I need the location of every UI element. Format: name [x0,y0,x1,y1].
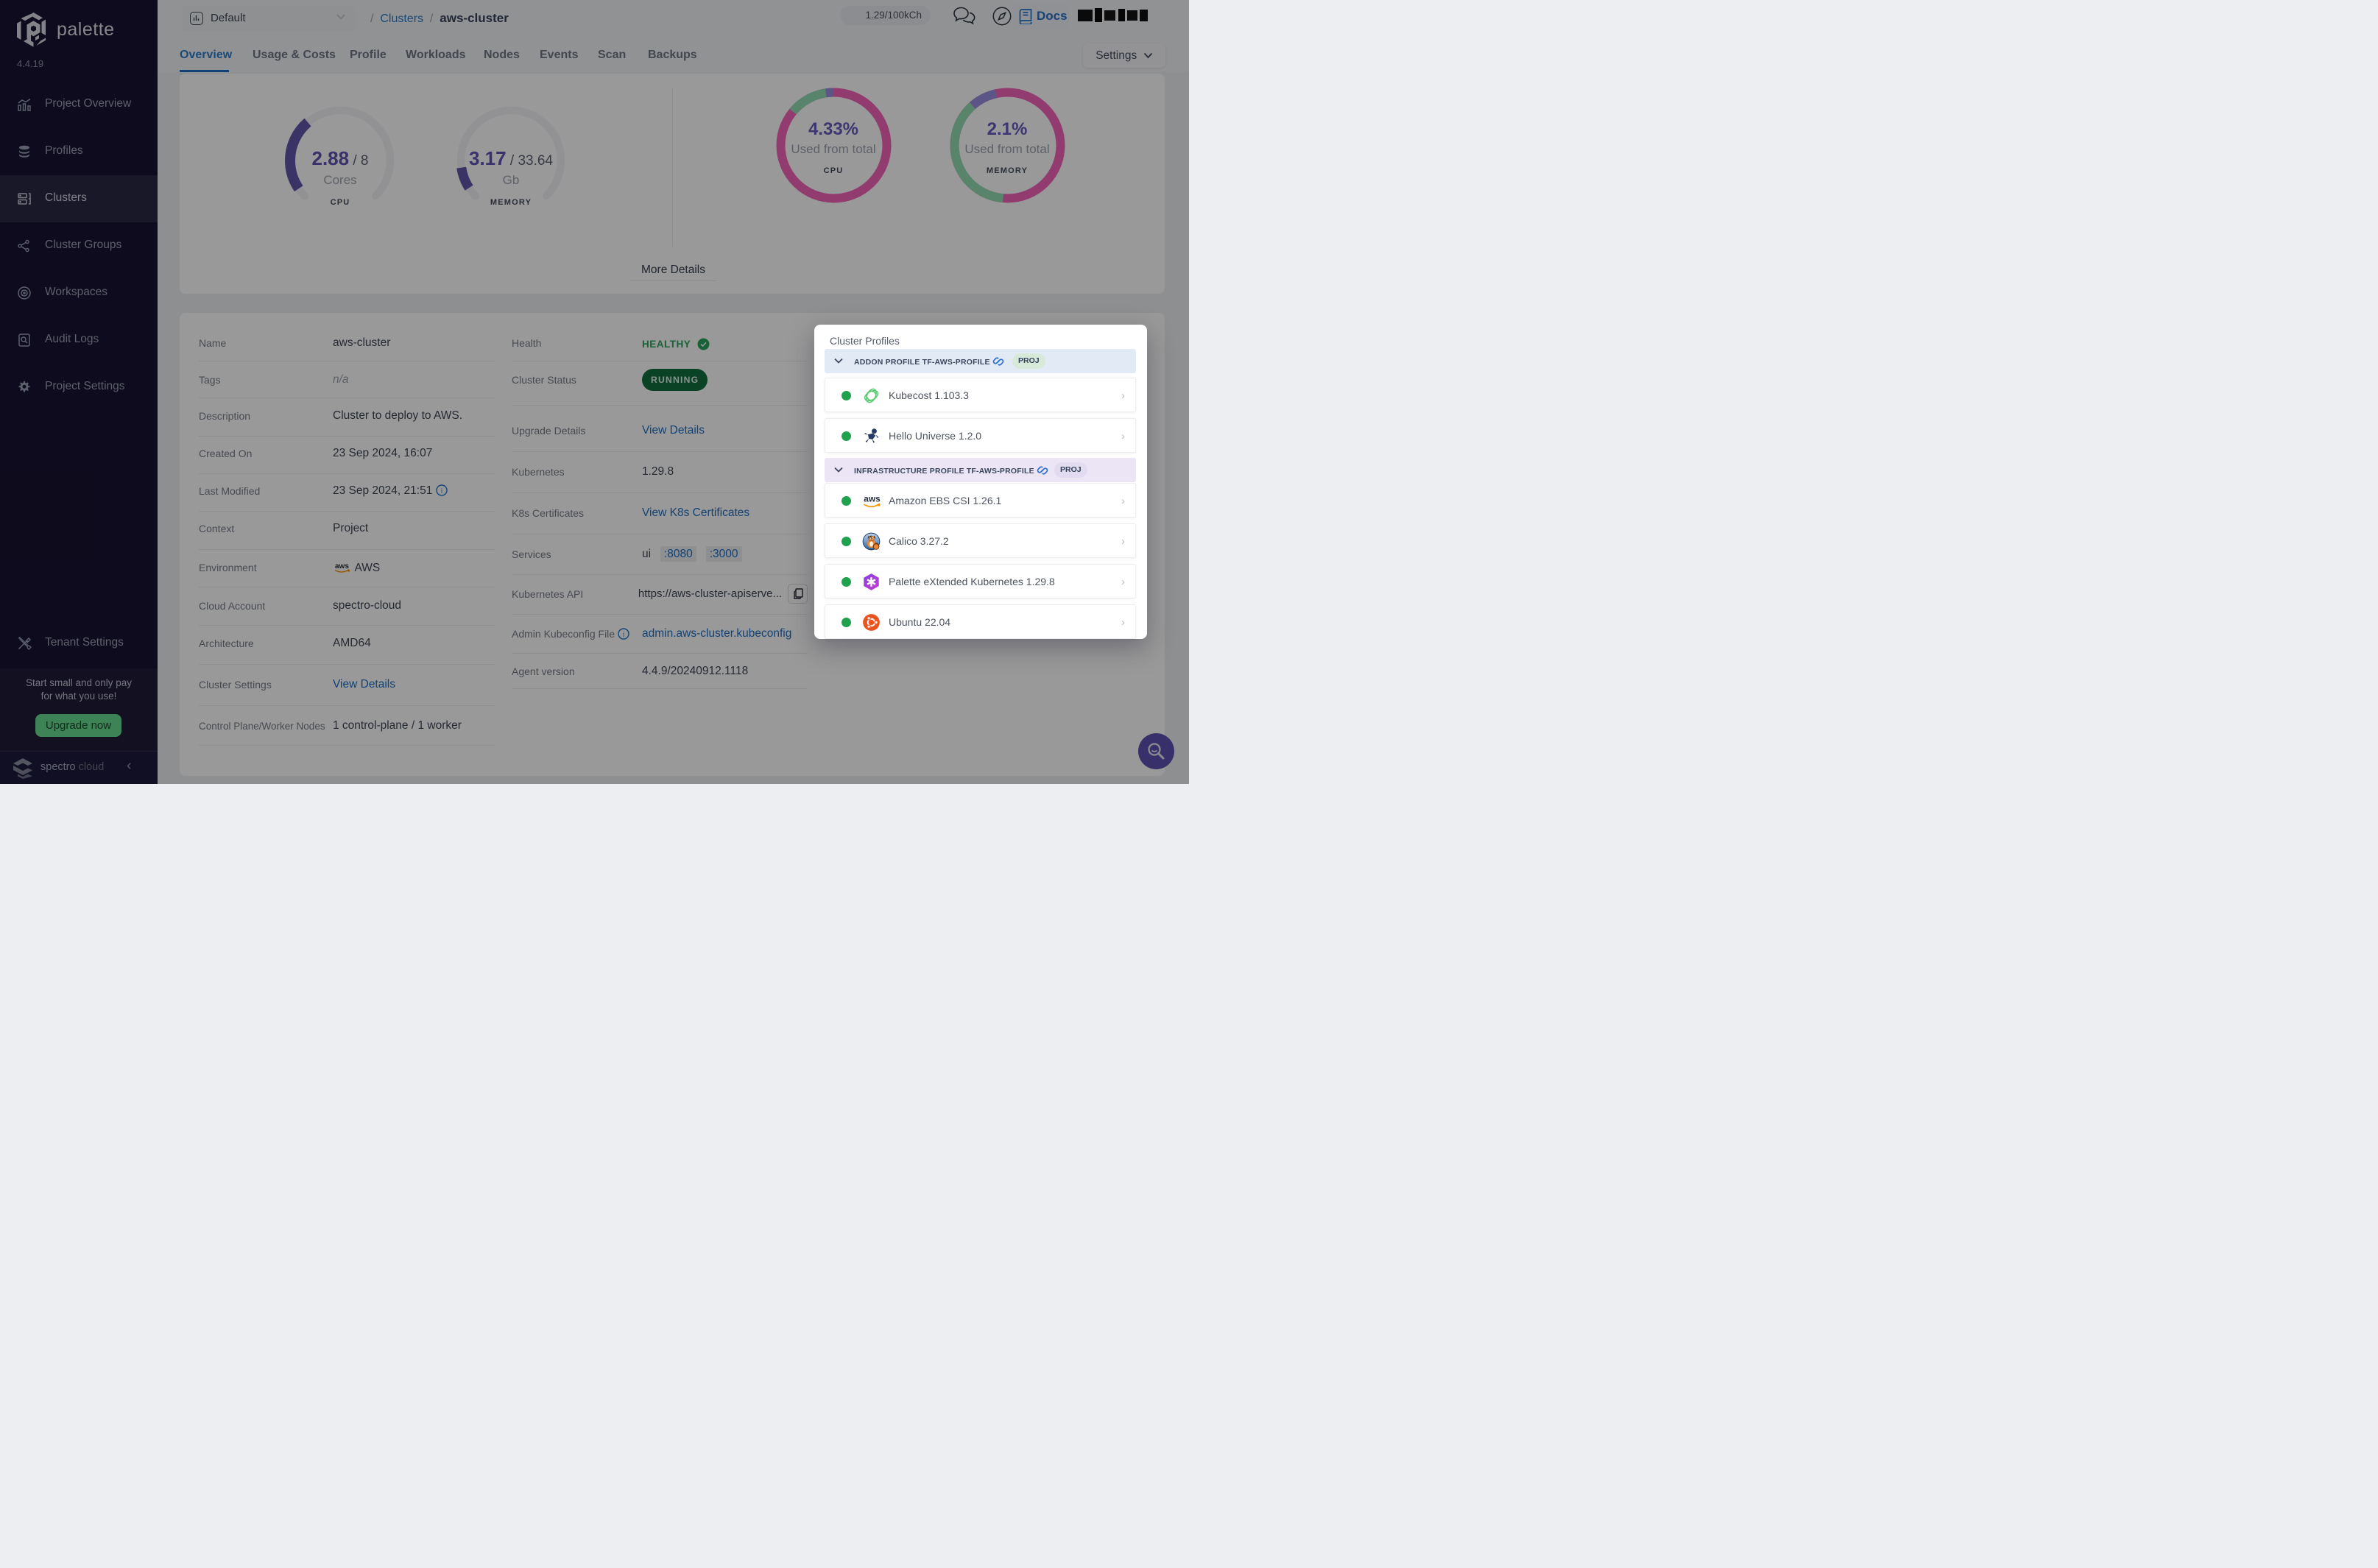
svg-text:aws: aws [335,562,349,571]
svg-text:i: i [623,631,625,638]
svg-text:aws: aws [864,494,881,504]
svg-text:i: i [440,487,442,495]
